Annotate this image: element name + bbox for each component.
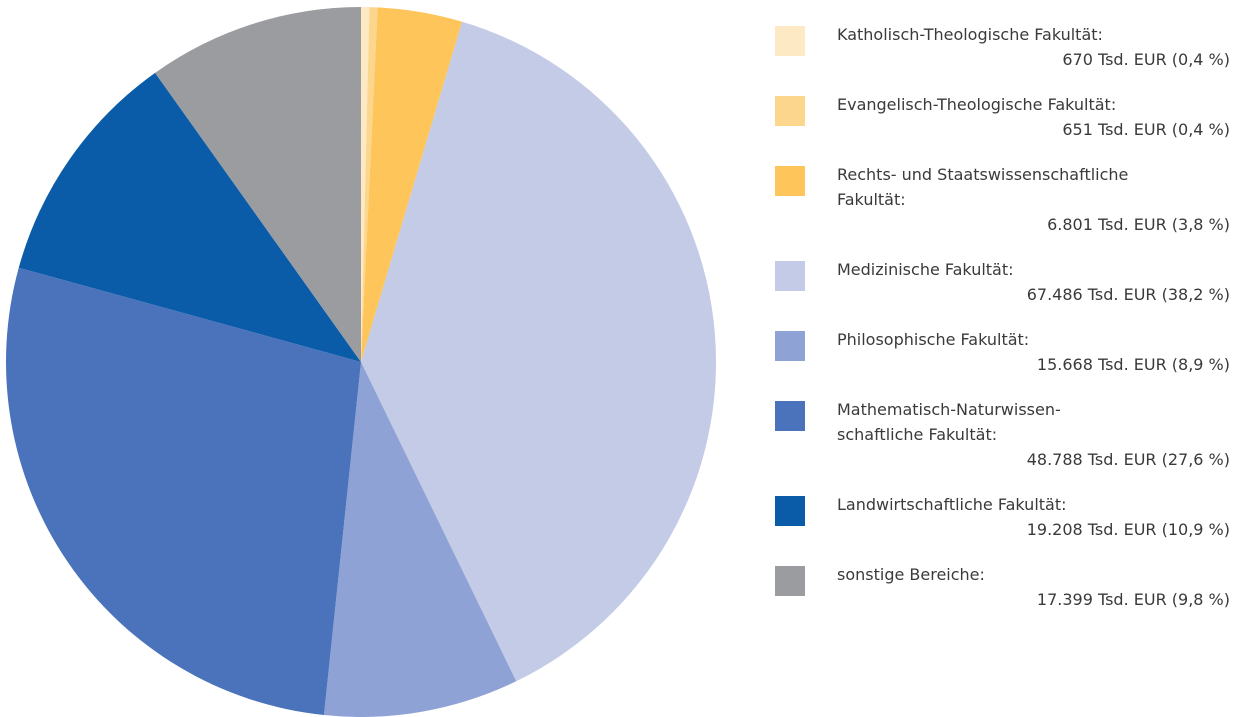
- legend-label: Medizinische Fakultät:: [837, 260, 1014, 279]
- legend-swatch: [775, 566, 805, 596]
- legend-label: Philosophische Fakultät:: [837, 330, 1030, 349]
- legend-item: Landwirtschaftliche Fakultät: 19.208 Tsd.…: [775, 492, 1230, 542]
- legend-item: Katholisch-Theologische Fakultät: 670 Tsd…: [775, 22, 1230, 72]
- legend-item: Rechts- und Staatswissenschaftliche Faku…: [775, 162, 1230, 237]
- pie-slice: [18, 72, 362, 363]
- legend-label: Katholisch-Theologische Fakultät:: [837, 25, 1103, 44]
- legend-value: 6.801 Tsd. EUR (3,8 %): [1047, 215, 1230, 234]
- legend-value: 67.486 Tsd. EUR (38,2 %): [1026, 285, 1230, 304]
- legend-value: 670 Tsd. EUR (0,4 %): [1062, 50, 1230, 69]
- legend-item: Evangelisch-Theologische Fakultät: 651 Ts…: [775, 92, 1230, 142]
- pie-slice: [361, 7, 378, 363]
- pie-slice: [361, 7, 370, 362]
- legend-value: 17.399 Tsd. EUR (9,8 %): [1036, 590, 1230, 609]
- pie-slice: [6, 267, 362, 716]
- legend-item: Philosophische Fakultät: 15.668 Tsd. EUR …: [775, 327, 1230, 377]
- legend-item: Mathematisch-Naturwissen- schaftliche Fa…: [775, 397, 1230, 472]
- legend-item: sonstige Bereiche: 17.399 Tsd. EUR (9,8 %…: [775, 562, 1230, 612]
- legend-label: Landwirtschaftliche Fakultät:: [837, 495, 1067, 514]
- legend-label: Mathematisch-Naturwissen- schaftliche Fa…: [837, 400, 1061, 444]
- legend-swatch: [775, 166, 805, 196]
- legend-swatch: [775, 261, 805, 291]
- legend-swatch: [775, 26, 805, 56]
- legend-item: Medizinische Fakultät: 67.486 Tsd. EUR (3…: [775, 257, 1230, 307]
- legend-swatch: [775, 331, 805, 361]
- pie-slice: [323, 362, 517, 717]
- legend-swatch: [775, 96, 805, 126]
- pie-slice: [361, 21, 716, 682]
- legend-value: 19.208 Tsd. EUR (10,9 %): [1026, 520, 1230, 539]
- pie-slice: [155, 7, 361, 362]
- legend-swatch: [775, 496, 805, 526]
- legend-value: 15.668 Tsd. EUR (8,9 %): [1036, 355, 1230, 374]
- pie-chart: [6, 7, 716, 717]
- legend: Katholisch-Theologische Fakultät: 670 Tsd…: [775, 22, 1230, 632]
- legend-swatch: [775, 401, 805, 431]
- legend-label: Evangelisch-Theologische Fakultät:: [837, 95, 1117, 114]
- pie-slice: [361, 7, 463, 363]
- legend-value: 651 Tsd. EUR (0,4 %): [1062, 120, 1230, 139]
- legend-label: Rechts- und Staatswissenschaftliche Faku…: [837, 165, 1129, 209]
- legend-value: 48.788 Tsd. EUR (27,6 %): [1026, 450, 1230, 469]
- legend-label: sonstige Bereiche:: [837, 565, 985, 584]
